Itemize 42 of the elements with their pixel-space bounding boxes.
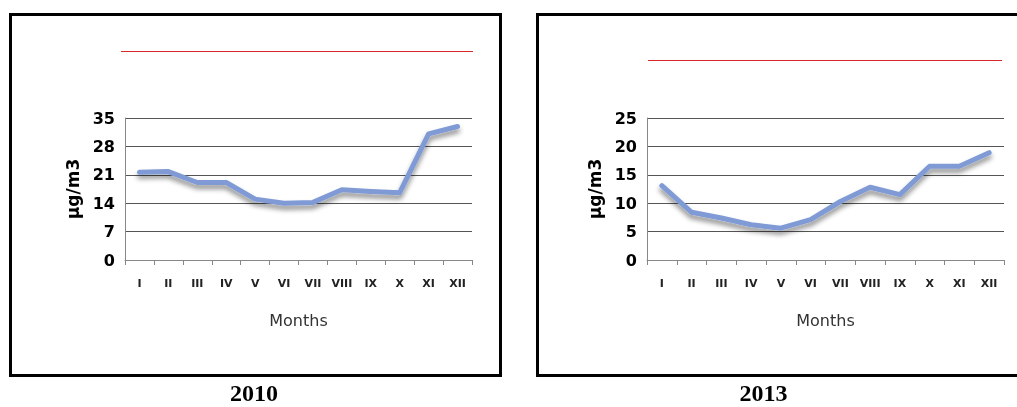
y-tick-label: 0: [103, 250, 115, 270]
y-tick-label: 21: [92, 165, 115, 185]
x-tick-label: VI: [804, 277, 817, 290]
y-tick-label: 5: [625, 222, 637, 242]
x-tick-label: IX: [893, 277, 907, 290]
x-tick-label: I: [659, 277, 664, 290]
x-tick-label: XI: [422, 277, 435, 290]
x-tick-label: II: [687, 277, 696, 290]
x-tick-label: I: [137, 277, 142, 290]
x-tick-label: VII: [832, 277, 849, 290]
x-tick-label: II: [164, 277, 173, 290]
text: 2013: [739, 380, 788, 406]
x-tick-label: XII: [980, 277, 998, 290]
text: 2010: [230, 380, 278, 406]
x-tick-label: III: [191, 277, 204, 290]
x-axis-title: Months: [269, 310, 328, 330]
y-axis-title: µg/m3: [584, 158, 605, 220]
x-tick-label: IX: [364, 277, 378, 290]
x-tick-label: XI: [953, 277, 966, 290]
y-tick-label: 15: [614, 165, 637, 185]
x-tick-label: III: [715, 277, 728, 290]
y-tick-label: 7: [103, 222, 115, 242]
x-tick-label: IV: [744, 277, 758, 290]
y-tick-label: 14: [92, 193, 115, 213]
x-tick-label: XII: [449, 277, 466, 290]
y-tick-label: 25: [614, 108, 637, 128]
x-tick-label: V: [250, 277, 260, 290]
y-tick-label: 28: [92, 136, 115, 156]
y-tick-label: 35: [92, 108, 115, 128]
y-axis-title: µg/m3: [62, 158, 83, 220]
x-tick-label: V: [776, 277, 786, 290]
x-tick-label: VIII: [859, 277, 881, 290]
x-tick-label: X: [925, 277, 935, 290]
x-tick-label: VIII: [331, 277, 353, 290]
x-tick-label: X: [395, 277, 405, 290]
y-tick-label: 0: [625, 250, 637, 270]
x-tick-label: VII: [304, 277, 322, 290]
x-axis-title: Months: [796, 310, 855, 330]
y-tick-label: 20: [614, 136, 637, 156]
x-tick-label: IV: [219, 277, 233, 290]
x-tick-label: VI: [277, 277, 291, 290]
y-tick-label: 10: [614, 193, 637, 213]
